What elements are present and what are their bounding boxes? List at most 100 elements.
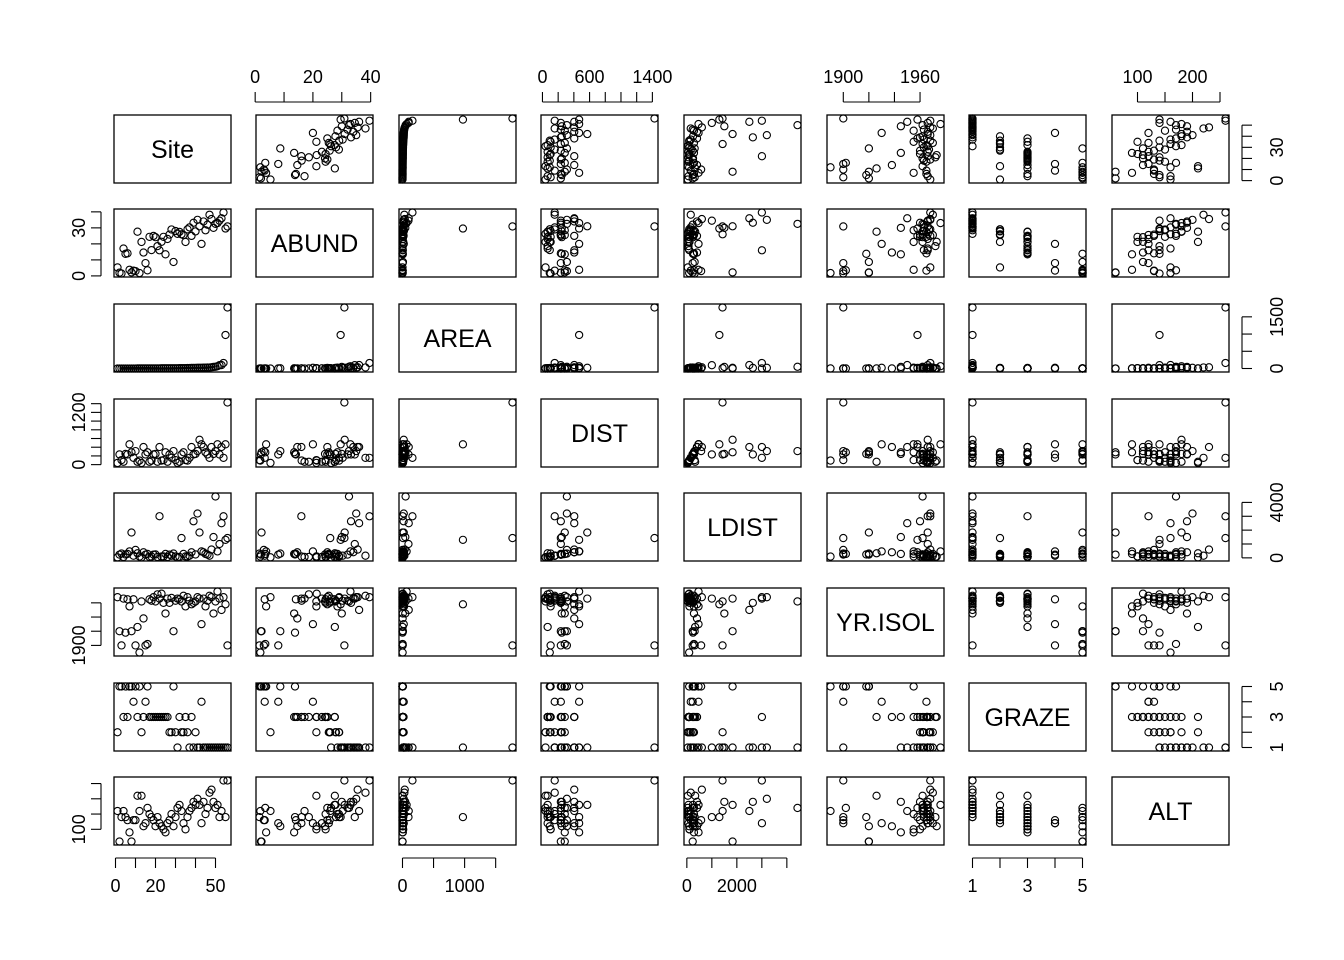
data-point (1193, 364, 1203, 373)
data-point (181, 237, 190, 247)
data-point (404, 594, 413, 603)
panel-frame (398, 587, 517, 657)
data-point (543, 622, 552, 632)
data-point (686, 591, 695, 600)
data-point (841, 682, 850, 691)
panel-dist-vs-ldist (683, 398, 802, 468)
data-point (728, 435, 737, 444)
data-point (125, 440, 134, 449)
data-point (297, 156, 306, 165)
data-point (1078, 837, 1087, 846)
data-point (139, 614, 148, 623)
data-point (312, 162, 321, 171)
data-point (574, 535, 584, 544)
data-point (159, 455, 168, 465)
data-point (153, 552, 162, 562)
axis-right-ldist: 0 4000 (1241, 482, 1287, 563)
data-point (133, 622, 142, 632)
data-point (550, 145, 559, 154)
data-point (762, 743, 771, 752)
data-point (936, 800, 945, 810)
data-point (936, 547, 945, 556)
panel-yr-isol-vs-abund (255, 587, 374, 657)
data-point (115, 837, 124, 846)
data-point (968, 214, 977, 223)
data-point (1177, 547, 1186, 556)
data-point (261, 549, 270, 559)
data-point (1182, 122, 1192, 131)
data-point (574, 168, 584, 177)
data-point (131, 641, 140, 650)
data-point (317, 552, 327, 562)
data-point (1155, 728, 1164, 737)
data-point (545, 728, 554, 737)
data-point (1188, 363, 1197, 372)
panel-frame (1111, 776, 1230, 846)
tick-label: 1960 (900, 67, 940, 87)
axis-left-abund: 0 30 (69, 211, 102, 281)
data-point (697, 743, 706, 752)
data-point (289, 364, 299, 373)
data-point (408, 512, 417, 521)
data-point (1111, 627, 1120, 636)
data-point (556, 596, 565, 605)
data-point (193, 446, 202, 456)
data-point (896, 712, 905, 722)
data-point (583, 743, 592, 752)
data-point (570, 231, 579, 241)
data-point (1078, 167, 1087, 176)
data-point (1171, 229, 1181, 238)
data-point (903, 743, 912, 752)
data-point (201, 809, 210, 819)
axis-bottom-ldist: 0 2000 (682, 857, 788, 896)
data-point (290, 682, 300, 691)
data-point (913, 224, 922, 233)
data-point (1050, 266, 1060, 275)
data-point (1155, 596, 1164, 605)
data-point (715, 600, 724, 609)
data-point (398, 263, 407, 272)
data-point (323, 803, 332, 813)
data-point (402, 218, 411, 228)
data-point (560, 627, 569, 636)
data-point (995, 138, 1005, 148)
tick-label: 1000 (445, 876, 485, 896)
data-point (195, 222, 204, 231)
data-point (458, 115, 468, 124)
data-point (113, 806, 122, 816)
tick-label: 20 (303, 67, 323, 87)
data-point (324, 728, 333, 737)
data-point (1023, 363, 1032, 373)
data-point (1078, 257, 1087, 267)
data-point (308, 547, 318, 556)
data-point (165, 550, 174, 559)
data-point (404, 812, 413, 822)
data-point (872, 712, 881, 722)
data-point (1149, 697, 1159, 706)
data-point (333, 549, 342, 559)
data-point (350, 361, 359, 370)
data-point (550, 788, 559, 797)
data-point (215, 594, 224, 603)
data-point (127, 837, 136, 846)
data-point (556, 517, 565, 526)
tick-label: 30 (1267, 137, 1287, 157)
data-point (1171, 142, 1181, 151)
data-point (562, 627, 572, 636)
data-point (728, 743, 737, 752)
data-point (923, 539, 932, 549)
data-point (707, 594, 716, 603)
panel-alt-vs-yr-isol (826, 776, 945, 846)
data-point (141, 258, 150, 268)
data-point (556, 641, 565, 650)
data-point (1160, 549, 1170, 559)
data-point (1182, 449, 1192, 459)
data-point (995, 806, 1005, 816)
data-point (213, 800, 222, 810)
data-point (181, 712, 190, 722)
data-point (926, 442, 935, 452)
data-point (877, 128, 886, 138)
data-point (1171, 266, 1181, 275)
data-point (207, 545, 216, 554)
data-point (793, 121, 802, 130)
